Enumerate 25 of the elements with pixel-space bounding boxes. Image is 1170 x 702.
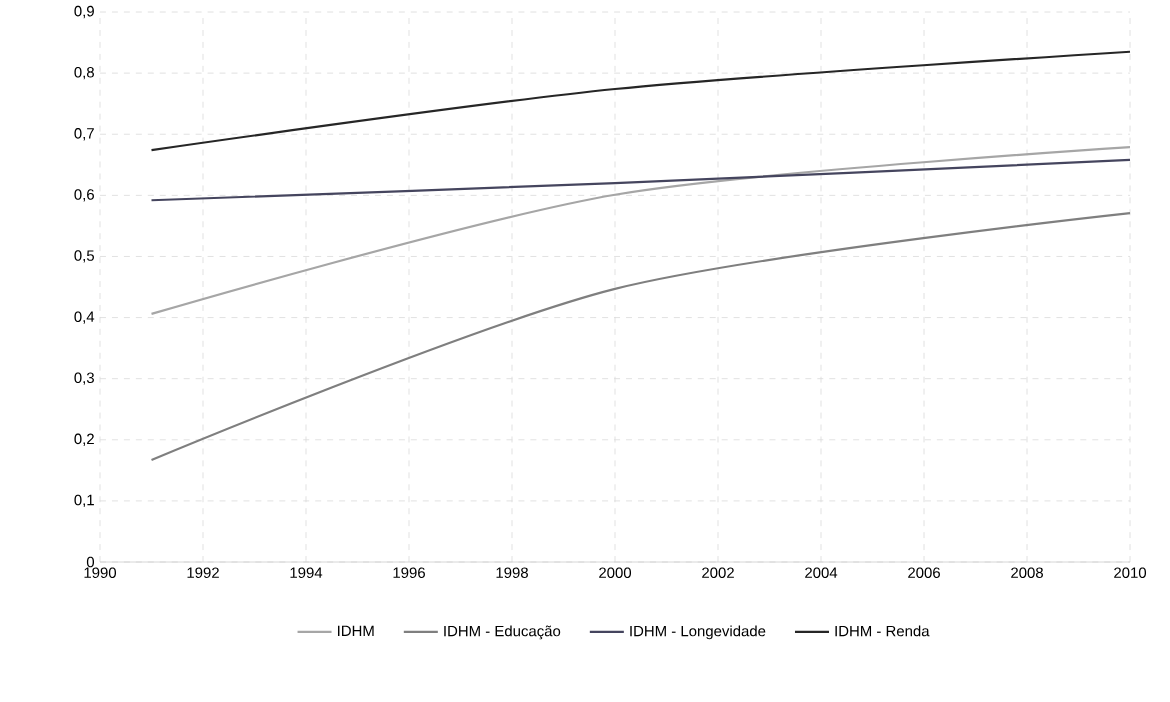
x-tick-label: 2002 — [702, 567, 734, 578]
y-tick-label: 0,3 — [74, 372, 94, 385]
x-tick-label: 1998 — [496, 567, 528, 578]
x-tick-label: 1996 — [393, 567, 425, 578]
legend-label: IDHM - Longevidade — [630, 625, 766, 640]
legend-label: IDHM - Renda — [835, 625, 930, 637]
x-tick-label: 2004 — [805, 567, 838, 578]
x-tick-label: 1990 — [84, 567, 117, 578]
legend-label: IDHM — [338, 625, 374, 636]
y-tick-label: 0,7 — [74, 128, 94, 141]
y-tick-label: 0,2 — [74, 433, 94, 446]
y-tick-label: 0,6 — [74, 189, 94, 202]
x-tick-label: 1992 — [187, 567, 219, 578]
y-tick-label: 0,5 — [74, 250, 94, 263]
x-tick-label: 1994 — [290, 567, 323, 578]
x-tick-label: 2000 — [599, 567, 632, 578]
y-tick-label: 0,1 — [74, 494, 94, 508]
y-tick-label: 0,9 — [74, 5, 94, 19]
y-tick-label: 0,4 — [74, 311, 95, 324]
x-tick-label: 2008 — [1011, 567, 1043, 578]
y-tick-label: 0,8 — [74, 66, 94, 80]
legend-label: IDHM - Educação — [444, 625, 561, 640]
x-tick-label: 2006 — [908, 567, 940, 578]
y-tick-label: 0 — [86, 556, 95, 568]
x-tick-label: 2010 — [1114, 567, 1147, 578]
